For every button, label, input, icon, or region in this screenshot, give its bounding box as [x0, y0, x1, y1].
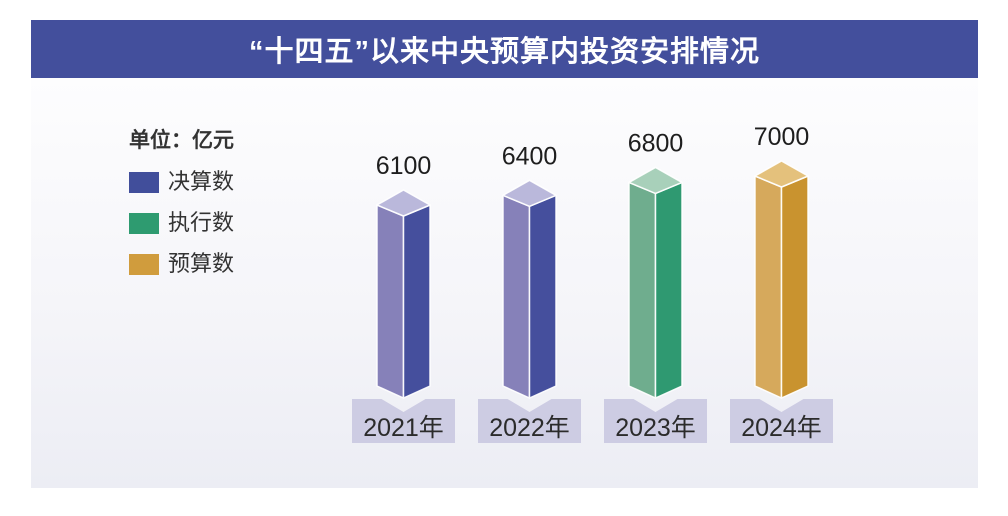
legend-label-juesuan: 决算数 — [168, 169, 235, 194]
legend-swatch-yusuan — [129, 253, 159, 275]
legend-item-juesuan: 决算数 — [129, 171, 234, 193]
unit-label: 单位：亿元 — [129, 129, 234, 152]
page-title: “十四五”以来中央预算内投资安排情况 — [248, 36, 760, 68]
legend-label-yusuan: 预算数 — [168, 251, 235, 276]
legend-swatch-zhixing — [129, 212, 159, 234]
legend-item-zhixing: 执行数 — [129, 212, 234, 234]
legend: 决算数 执行数 预算数 — [129, 171, 234, 275]
legend-label-zhixing: 执行数 — [168, 210, 235, 235]
legend-swatch-juesuan — [129, 171, 159, 193]
legend-item-yusuan: 预算数 — [129, 253, 234, 275]
title-banner: “十四五”以来中央预算内投资安排情况 — [31, 20, 978, 78]
